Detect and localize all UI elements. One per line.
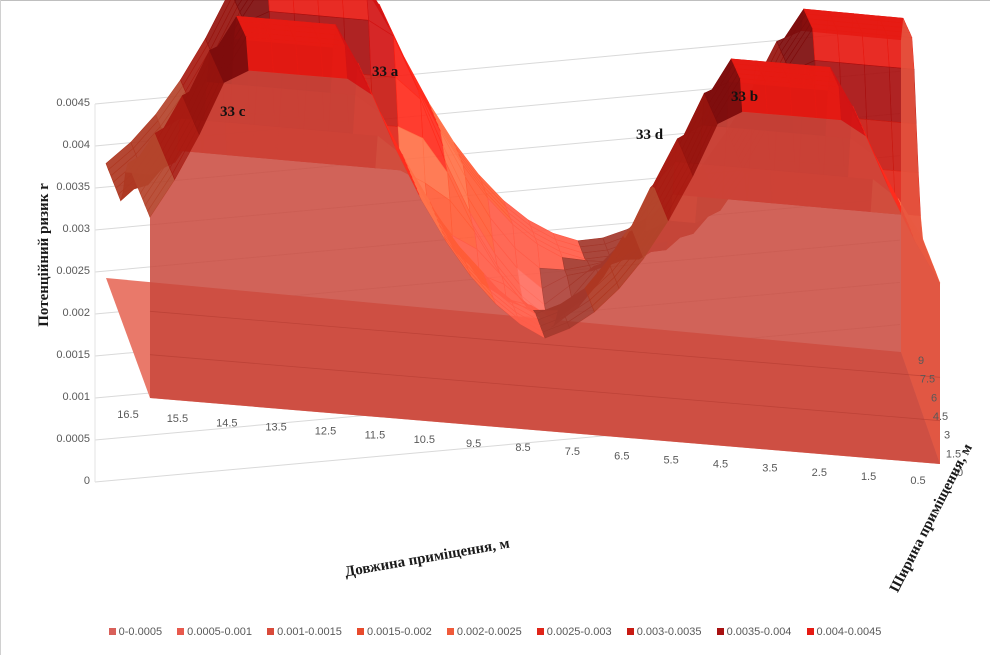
x-tick-label: 0.5 bbox=[910, 475, 925, 487]
y-tick-label: 0 bbox=[957, 467, 963, 479]
y-tick-label: 9 bbox=[918, 355, 924, 367]
z-tick-label: 0.004 bbox=[62, 139, 90, 151]
legend-label: 0-0.0005 bbox=[118, 626, 163, 638]
legend-swatch bbox=[716, 628, 724, 635]
z-tick-label: 0.0035 bbox=[56, 181, 90, 193]
x-tick-label: 5.5 bbox=[663, 454, 678, 466]
surface-quad bbox=[237, 0, 248, 13]
surface-quad bbox=[861, 32, 890, 68]
legend-label: 0.0015-0.002 bbox=[366, 626, 432, 638]
surface-quad bbox=[814, 84, 842, 121]
x-tick-label: 13.5 bbox=[265, 421, 286, 433]
legend-item: 0.003-0.0035 bbox=[626, 626, 702, 638]
x-tick-label: 14.5 bbox=[216, 417, 237, 429]
surface-quad bbox=[245, 36, 274, 73]
x-tick-label: 16.5 bbox=[117, 409, 138, 421]
frame-top-border bbox=[0, 0, 990, 1]
legend-swatch bbox=[446, 628, 454, 635]
surface-front-face bbox=[150, 70, 940, 464]
y-tick-label: 4.5 bbox=[933, 411, 948, 423]
legend-swatch bbox=[356, 628, 364, 635]
legend-swatch bbox=[536, 628, 544, 635]
surface-quad bbox=[317, 0, 345, 19]
surface-quad bbox=[837, 30, 865, 66]
surface-right-face bbox=[901, 18, 940, 465]
legend-label: 0.001-0.0015 bbox=[277, 626, 342, 638]
z-tick-label: 0 bbox=[84, 475, 90, 487]
x-tick-label: 15.5 bbox=[167, 413, 188, 425]
surface-quad bbox=[270, 38, 299, 76]
x-tick-label: 9.5 bbox=[466, 438, 481, 450]
legend-swatch bbox=[267, 628, 275, 635]
surface-quad bbox=[789, 82, 817, 119]
x-axis-title: Довжина приміщення, м bbox=[344, 536, 511, 581]
legend-label: 0.0025-0.003 bbox=[546, 626, 612, 638]
x-tick-label: 1.5 bbox=[861, 471, 876, 483]
z-tick-label: 0.0025 bbox=[56, 265, 90, 277]
x-tick-label: 8.5 bbox=[515, 442, 530, 454]
legend-swatch bbox=[108, 628, 116, 635]
y-tick-label: 7.5 bbox=[920, 374, 935, 386]
legend-item: 0.0015-0.002 bbox=[356, 626, 432, 638]
band-line bbox=[149, 310, 941, 378]
surface-quad bbox=[342, 0, 369, 21]
legend-label: 0.003-0.0035 bbox=[636, 626, 702, 638]
legend-label: 0.002-0.0025 bbox=[456, 626, 522, 638]
legend-item: 0.0025-0.003 bbox=[536, 626, 612, 638]
legend-swatch bbox=[626, 628, 634, 635]
surface-quad bbox=[234, 0, 243, 8]
y-axis-title: Ширина приміщення, м bbox=[887, 441, 976, 595]
legend-swatch bbox=[806, 628, 814, 635]
legend-label: 0.004-0.0045 bbox=[816, 626, 882, 638]
y-tick-label: 3 bbox=[944, 430, 950, 442]
legend-item: 0-0.0005 bbox=[108, 626, 163, 638]
x-tick-label: 6.5 bbox=[614, 450, 629, 462]
x-tick-label: 12.5 bbox=[315, 426, 336, 438]
peak-label-33c: 33 c bbox=[220, 104, 246, 120]
x-tick-label: 10.5 bbox=[414, 434, 435, 446]
surface-quad bbox=[205, 0, 231, 46]
x-tick-label: 4.5 bbox=[713, 459, 728, 471]
legend-swatch bbox=[177, 628, 185, 635]
axis-ticks: 0 0.0005 0.001 0.0015 0.002 0.0025 0.003 0.0035… bbox=[56, 97, 963, 487]
surface-quad bbox=[864, 64, 892, 123]
z-tick-label: 0.0015 bbox=[56, 349, 90, 361]
legend-label: 0.0005-0.001 bbox=[187, 626, 252, 638]
x-tick-label: 7.5 bbox=[565, 446, 580, 458]
surface-quad bbox=[320, 42, 348, 80]
band-line bbox=[149, 354, 941, 422]
legend-label: 0.0035-0.004 bbox=[726, 626, 792, 638]
z-tick-label: 0.001 bbox=[62, 391, 90, 403]
peak-label-33d: 33 d bbox=[636, 127, 664, 143]
surface-mesh bbox=[105, 0, 941, 465]
x-tick-label: 2.5 bbox=[812, 467, 827, 479]
y-tick-label: 1.5 bbox=[946, 448, 961, 460]
x-tick-label: 11.5 bbox=[365, 430, 386, 442]
z-tick-label: 0.003 bbox=[62, 223, 90, 235]
z-tick-label: 0.0045 bbox=[56, 97, 90, 109]
x-tick-label: 3.5 bbox=[762, 463, 777, 475]
z-tick-label: 0.0005 bbox=[56, 433, 90, 445]
surface-chart: 0 0.0005 0.001 0.0015 0.002 0.0025 0.003 0.0035… bbox=[36, 0, 976, 595]
peak-label-33b: 33 b bbox=[731, 89, 758, 105]
legend-item: 0.0035-0.004 bbox=[716, 626, 792, 638]
legend-item: 0.0005-0.001 bbox=[177, 626, 252, 638]
surface-quad bbox=[292, 0, 320, 17]
legend-item: 0.001-0.0015 bbox=[267, 626, 342, 638]
z-tick-label: 0.002 bbox=[62, 307, 90, 319]
peak-label-33a: 33 a bbox=[372, 64, 399, 80]
legend-item: 0.002-0.0025 bbox=[446, 626, 522, 638]
surface-quad bbox=[764, 80, 793, 117]
legend: 0-0.0005 0.0005-0.001 0.001-0.0015 0.001… bbox=[0, 626, 990, 638]
frame-left-border bbox=[0, 0, 1, 655]
legend-item: 0.004-0.0045 bbox=[806, 626, 882, 638]
surface-quad bbox=[812, 28, 840, 63]
y-tick-label: 6 bbox=[931, 392, 937, 404]
surface-quad bbox=[295, 40, 324, 78]
z-axis-title: Потенційний ризик r bbox=[36, 183, 52, 327]
surface-quad bbox=[239, 0, 254, 18]
